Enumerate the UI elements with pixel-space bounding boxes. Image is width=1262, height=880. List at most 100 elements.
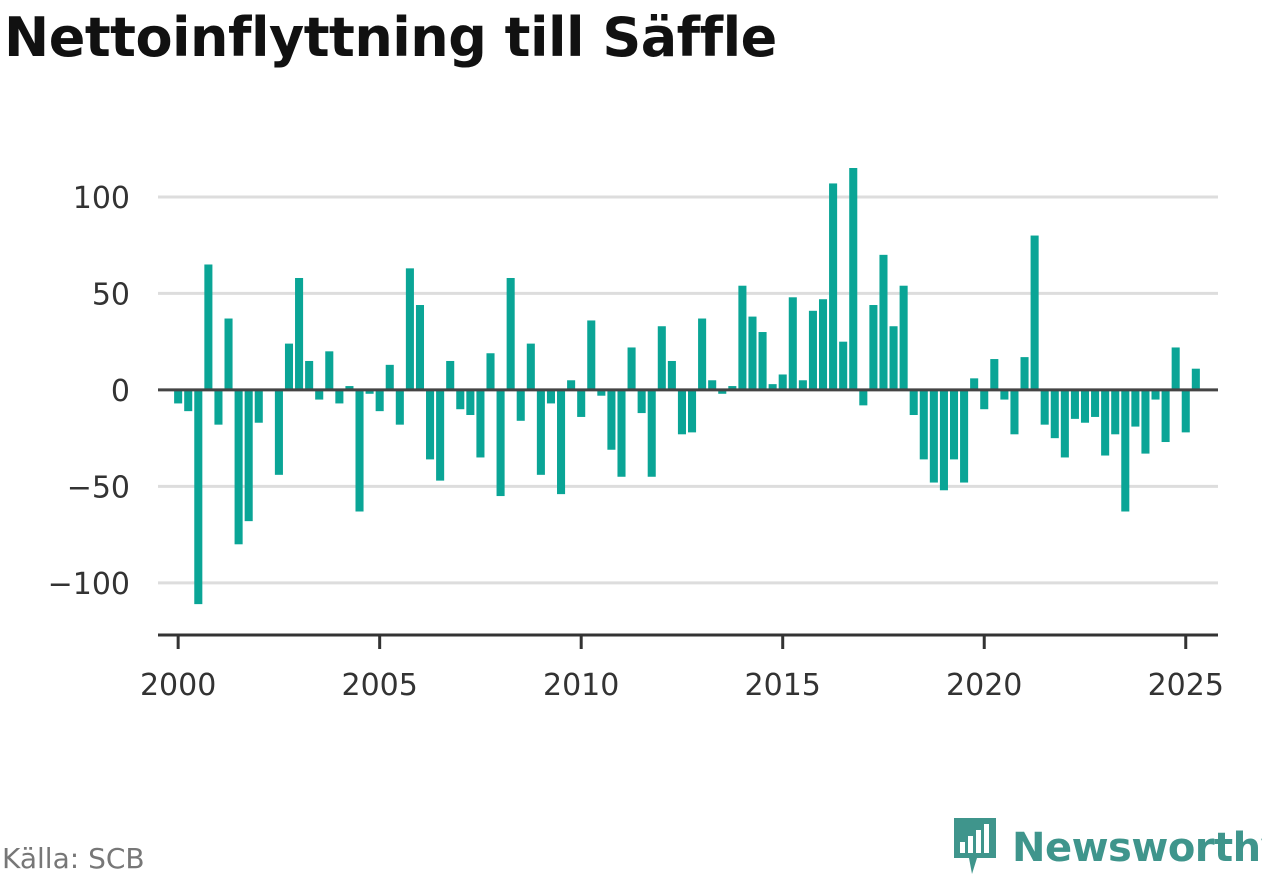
bar — [1101, 389, 1110, 456]
y-tick-label: 50 — [92, 277, 130, 312]
bar — [1121, 389, 1130, 512]
bar — [990, 359, 999, 390]
bar — [607, 389, 616, 450]
bar — [1000, 389, 1009, 400]
bar — [446, 360, 455, 390]
x-tick-label: 2020 — [946, 668, 1022, 703]
brand-name: Newsworthy — [1012, 825, 1262, 871]
bar — [698, 318, 707, 390]
bar — [1111, 389, 1120, 435]
y-axis-ticks: 100 50 0 −50 −100 — [48, 181, 130, 602]
bar — [426, 389, 435, 460]
bar — [1030, 235, 1039, 390]
bar — [849, 168, 858, 390]
x-axis: 2000 2005 2010 2015 2020 2025 — [140, 633, 1224, 703]
bar — [718, 389, 727, 394]
x-tick-label: 2000 — [140, 668, 216, 703]
bar — [295, 277, 304, 390]
bar — [899, 285, 908, 390]
bar — [355, 389, 364, 512]
bar — [224, 318, 233, 390]
bar — [587, 320, 596, 390]
bar — [708, 380, 717, 390]
y-tick-label: −50 — [67, 470, 130, 505]
x-tick-label: 2005 — [341, 668, 417, 703]
bar — [970, 378, 979, 390]
x-tick-label: 2010 — [543, 668, 619, 703]
x-tick-label: 2025 — [1148, 668, 1224, 703]
bar — [1040, 389, 1049, 425]
bar — [1060, 389, 1069, 458]
bar — [546, 389, 555, 404]
bar — [738, 285, 747, 390]
bar — [869, 305, 878, 390]
bar — [617, 389, 626, 477]
bar — [496, 389, 505, 497]
bar — [1050, 389, 1059, 439]
bar — [1151, 389, 1160, 400]
bar — [798, 380, 807, 390]
bar — [244, 389, 253, 522]
bar — [960, 389, 969, 483]
bar — [1131, 389, 1140, 427]
bars — [174, 168, 1200, 605]
bar — [365, 389, 374, 394]
bar — [305, 360, 314, 390]
bar — [637, 389, 646, 414]
bar — [677, 389, 686, 435]
bar — [818, 299, 828, 390]
bar — [1161, 389, 1170, 443]
bar — [174, 389, 183, 404]
bar — [214, 389, 223, 425]
bar — [436, 389, 445, 481]
bar — [385, 364, 394, 390]
gridlines — [158, 195, 1218, 585]
bar — [627, 347, 636, 390]
bar — [859, 389, 868, 406]
y-tick-label: 0 — [111, 374, 130, 409]
y-tick-label: 100 — [73, 181, 130, 216]
bar — [667, 360, 676, 390]
bar — [919, 389, 928, 460]
bar — [1080, 389, 1090, 423]
bar — [1141, 389, 1150, 454]
bar — [405, 268, 414, 390]
x-tick-label: 2015 — [745, 668, 821, 703]
bar — [254, 389, 263, 423]
bar — [184, 389, 193, 412]
bar — [516, 389, 525, 421]
bar — [768, 384, 777, 390]
bar — [284, 343, 294, 390]
bar — [486, 353, 495, 390]
bar — [577, 389, 586, 417]
bar — [929, 389, 938, 483]
bar — [909, 389, 918, 416]
bar — [506, 277, 515, 390]
bar — [466, 389, 475, 416]
bar — [939, 389, 948, 491]
bar — [476, 389, 485, 458]
bar — [1070, 389, 1079, 419]
bar — [335, 389, 344, 404]
y-tick-label: −100 — [48, 567, 130, 602]
bar — [1191, 368, 1200, 390]
bar — [557, 389, 566, 495]
bar — [748, 316, 757, 390]
bar — [889, 326, 898, 390]
bar — [315, 389, 324, 400]
bar — [415, 305, 425, 390]
bar — [526, 343, 535, 390]
bar — [1010, 389, 1019, 435]
bar — [778, 374, 787, 390]
bar — [949, 389, 959, 460]
bar — [808, 310, 817, 390]
bar — [325, 351, 334, 390]
bar — [980, 389, 989, 410]
bar — [647, 389, 656, 477]
bar — [345, 386, 354, 390]
bar — [194, 389, 203, 605]
newsworthy-logo: Newsworthy — [950, 818, 1262, 878]
bar — [839, 341, 848, 390]
bar — [395, 389, 404, 425]
